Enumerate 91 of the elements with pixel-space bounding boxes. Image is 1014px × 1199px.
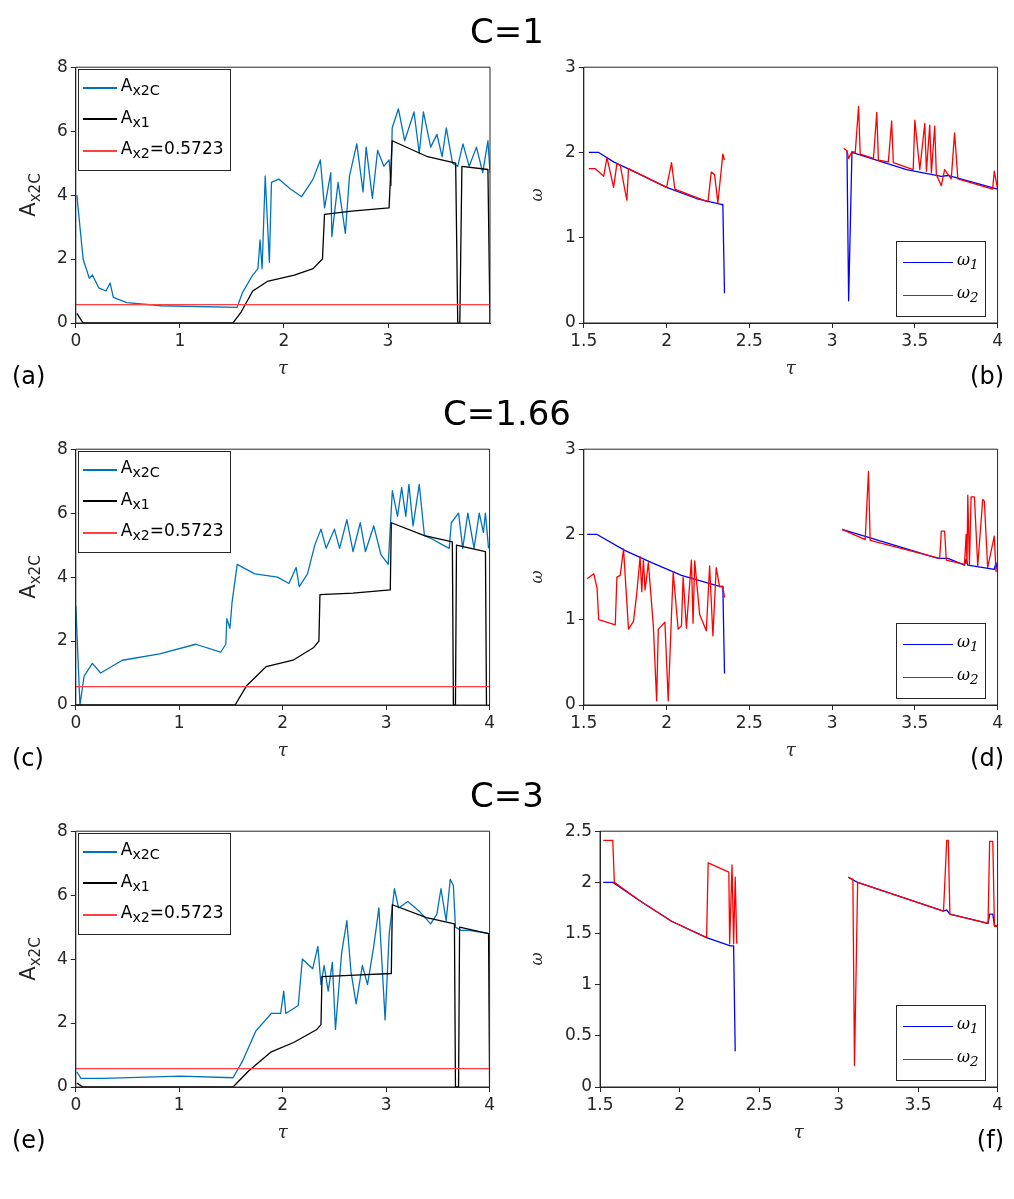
chart-title: C=1.66 [442,392,572,435]
y-tick-label: 0 [581,1075,593,1096]
x-tick-label: 3.5 [904,1093,932,1114]
y-tick-label: 1 [581,973,593,994]
y-tick-label: 3 [564,55,576,76]
legend-label: ω$_{1}$ [957,630,979,656]
y-tick-label: 4 [56,183,68,204]
x-tick-label: 3 [380,1093,392,1114]
legend-label: ω$_{1}$ [957,1012,979,1038]
x-tick-label: 2 [278,329,290,350]
y-tick-label: 1 [564,608,576,629]
text: (a) [12,362,46,390]
x-tick-label: 4 [992,329,1004,350]
y-tick-label: 1.5 [564,921,593,942]
y-tick-label: 6 [56,501,68,522]
x-tick-label: 3 [380,711,392,732]
y-tick-label: 8 [56,55,68,76]
x-tick-label: 4 [484,711,496,732]
x-tick-label: 2.5 [735,329,763,350]
x-tick-label: 3 [382,329,394,350]
y-tick-label: 1 [564,226,576,247]
x-axis-title: τ [277,1120,289,1142]
legend-label: A$_{x2}$=0.5723 [120,136,224,164]
y-tick-label: 2 [581,870,593,891]
x-tick-label: 2 [661,329,672,350]
x-tick-label: 2.5 [745,1093,773,1114]
y-axis-title: ω [527,570,547,584]
x-axis-title: τ [785,356,797,378]
x-tick-label: 2 [674,1093,685,1114]
chart-title: C=1 [469,10,545,53]
x-tick-label: 4 [992,1093,1004,1114]
y-tick-label: 6 [56,883,68,904]
y-tick-label: 0 [564,311,576,332]
y-tick-label: 2 [56,1011,68,1032]
x-axis-title: τ [277,738,289,760]
x-tick-label: 1 [173,1093,185,1114]
x-axis-title: τ [785,738,797,760]
y-tick-label: 2 [56,247,68,268]
x-tick-label: 2 [661,711,672,732]
text: (c) [12,744,44,772]
legend-label: A$_{x2C}$ [120,74,160,101]
x-tick-label: 3.5 [901,711,929,732]
x-tick-label: 1 [174,329,186,350]
chart-title: C=3 [469,774,545,817]
x-tick-label: 0 [70,711,82,732]
x-tick-label: 4 [992,711,1004,732]
x-tick-label: 2.5 [735,711,763,732]
x-tick-label: 2 [277,1093,289,1114]
y-tick-label: 0 [56,311,68,332]
y-axis-title: ω [527,952,547,966]
x-tick-label: 3 [833,1093,844,1114]
legend-label: A$_{x2C}$ [120,456,160,483]
y-tick-label: 6 [56,119,68,140]
x-axis-title: τ [793,1120,805,1142]
x-tick-label: 0 [70,329,82,350]
legend-label: ω$_{2}$ [957,281,979,307]
y-tick-label: 8 [56,819,68,840]
y-tick-label: 4 [56,947,68,968]
x-tick-label: 3 [826,711,838,732]
legend-label: A$_{x2C}$ [120,838,160,865]
x-tick-label: 1 [173,711,185,732]
y-tick-label: 0 [56,693,68,714]
x-tick-label: 3 [826,329,838,350]
y-tick-label: 0 [56,1075,68,1096]
y-axis-title: ω [527,188,547,202]
x-tick-label: 0 [70,1093,82,1114]
y-tick-label: 4 [56,565,68,586]
text: (e) [12,1126,46,1154]
x-tick-label: 2 [277,711,289,732]
y-tick-label: 0.5 [564,1024,593,1045]
y-tick-label: 3 [564,437,576,458]
x-tick-label: 3.5 [901,329,929,350]
x-axis-title: τ [277,356,289,378]
legend-label: A$_{x1}$ [120,487,150,514]
text: (b) [970,362,1004,390]
y-tick-label: 2 [564,522,576,543]
legend-label: ω$_{2}$ [957,1045,979,1071]
legend-label: A$_{x1}$ [120,869,150,896]
y-tick-label: 0 [564,693,576,714]
text: (d) [970,744,1004,772]
legend-label: A$_{x1}$ [120,105,150,132]
legend-label: ω$_{1}$ [957,248,979,274]
y-tick-label: 2 [564,140,576,161]
legend-label: A$_{x2}$=0.5723 [120,518,224,546]
y-tick-label: 2.5 [564,819,593,840]
legend-label: ω$_{2}$ [957,663,979,689]
legend-label: A$_{x2}$=0.5723 [120,900,224,928]
y-tick-label: 8 [56,437,68,458]
y-tick-label: 2 [56,629,68,650]
text: (f) [976,1126,1004,1154]
x-tick-label: 4 [484,1093,496,1114]
